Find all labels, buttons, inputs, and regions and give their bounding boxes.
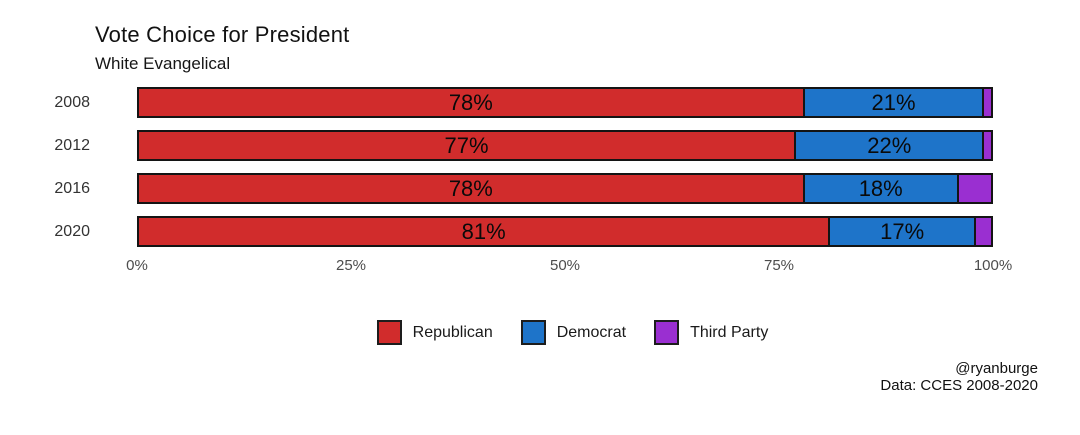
legend: Republican Democrat Third Party [0, 320, 1080, 345]
legend-swatch [654, 320, 680, 345]
chart-subtitle: White Evangelical [95, 54, 231, 73]
bar-strip: 78% 21% [137, 87, 993, 118]
bar-segment-democrat: 21% [804, 87, 985, 118]
year-label: 2008 [54, 93, 90, 111]
x-axis: 0% 25% 50% 75% 100% [126, 257, 1012, 277]
legend-label: Democrat [556, 323, 627, 341]
bar-segment-democrat: 17% [830, 216, 976, 247]
attribution-handle: @ryanburge [955, 360, 1038, 377]
attribution: @ryanburge Data: CCES 2008-2020 [880, 360, 1038, 394]
segment-label: 21% [871, 89, 916, 115]
axis-tick: 75% [763, 257, 795, 274]
bar-segment-democrat: 22% [796, 130, 985, 161]
attribution-source: Data: CCES 2008-2020 [880, 377, 1038, 394]
bar-row: 2016 78% 18% [0, 173, 1080, 204]
bar-row: 2020 81% 17% [0, 216, 1080, 247]
legend-item-republican: Republican [376, 320, 493, 345]
bar-row: 2012 77% 22% [0, 130, 1080, 161]
legend-item-third-party: Third Party [654, 320, 768, 345]
bar-segment-democrat: 18% [804, 173, 959, 204]
year-label: 2016 [54, 179, 90, 197]
axis-tick: 25% [335, 257, 367, 274]
segment-label: 78% [448, 175, 493, 201]
axis-tick: 100% [973, 257, 1013, 274]
legend-label: Republican [412, 323, 493, 341]
bar-segment-third-party [958, 173, 993, 204]
axis-tick: 0% [126, 257, 148, 274]
segment-label: 81% [461, 218, 506, 244]
axis-tick: 50% [549, 257, 581, 274]
legend-swatch [520, 320, 546, 345]
legend-label: Third Party [690, 323, 769, 341]
bar-strip: 78% 18% [137, 173, 993, 204]
bar-row: 2008 78% 21% [0, 87, 1080, 118]
bar-strip: 81% 17% [137, 216, 993, 247]
bar-segment-republican: 77% [137, 130, 797, 161]
year-label: 2020 [54, 222, 90, 240]
year-label: 2012 [54, 136, 90, 154]
bar-rows: 2008 78% 21% 2012 77% 22% 2016 78% 18% 2020 81% 17% [0, 87, 1080, 259]
segment-label: 18% [858, 175, 903, 201]
bar-strip: 77% 22% [137, 130, 993, 161]
segment-label: 17% [880, 218, 925, 244]
bar-segment-third-party [975, 216, 993, 247]
chart-title: Vote Choice for President [95, 22, 350, 47]
segment-label: 78% [448, 89, 493, 115]
legend-item-democrat: Democrat [520, 320, 627, 345]
bar-segment-third-party [984, 87, 993, 118]
segment-label: 77% [444, 132, 489, 158]
bar-segment-republican: 81% [137, 216, 831, 247]
bar-segment-third-party [984, 130, 993, 161]
bar-segment-republican: 78% [137, 173, 805, 204]
bar-segment-republican: 78% [137, 87, 805, 118]
legend-swatch [376, 320, 402, 345]
segment-label: 22% [867, 132, 912, 158]
